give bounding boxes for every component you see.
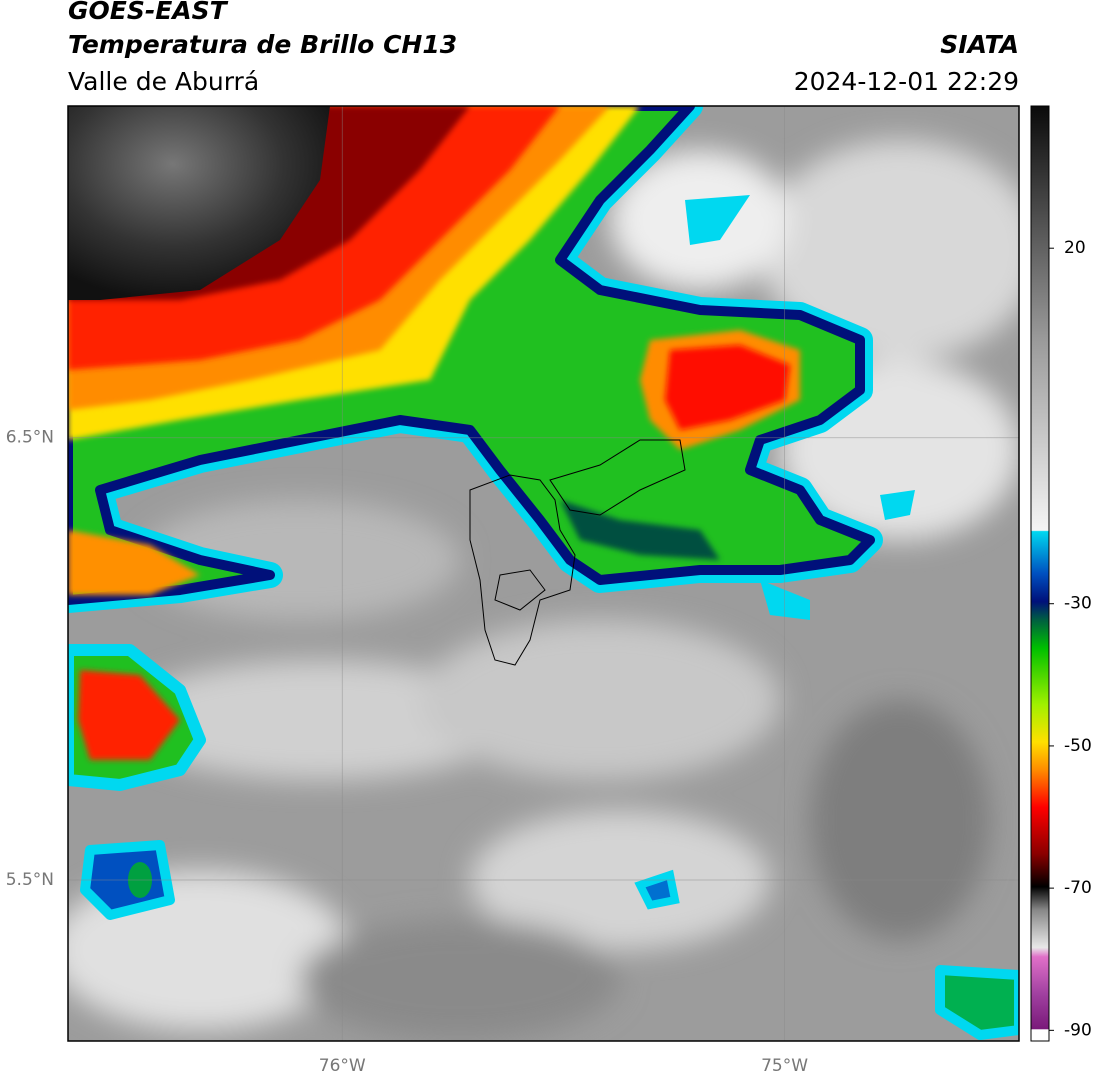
colorbar-tick-label: 20	[1064, 238, 1086, 258]
colorbar-tick-label: -70	[1064, 878, 1092, 898]
colorbar-tick-label: -30	[1064, 594, 1092, 614]
colorbar-tick-label: -50	[1064, 736, 1092, 756]
lat-tick-label: 6.5°N	[6, 428, 54, 448]
grid	[68, 106, 1019, 1041]
map-frame	[67, 105, 1020, 1042]
cold-cloud-band	[68, 106, 883, 613]
colorbar	[1030, 105, 1050, 1042]
lon-tick-label: 76°W	[319, 1056, 366, 1076]
title: GOES-EAST	[68, 0, 229, 25]
datetime: 2024-12-01 22:29	[794, 67, 1019, 96]
region: Valle de Aburrá	[68, 67, 259, 96]
colorbar-tick-label: -90	[1064, 1020, 1092, 1040]
map-image	[68, 106, 1019, 1041]
lon-tick-label: 75°W	[761, 1056, 808, 1076]
municipal-boundaries	[469, 439, 686, 666]
subtitle: Temperatura de Brillo CH13	[68, 30, 457, 59]
source: SIATA	[940, 30, 1019, 59]
lat-tick-label: 5.5°N	[6, 870, 54, 890]
